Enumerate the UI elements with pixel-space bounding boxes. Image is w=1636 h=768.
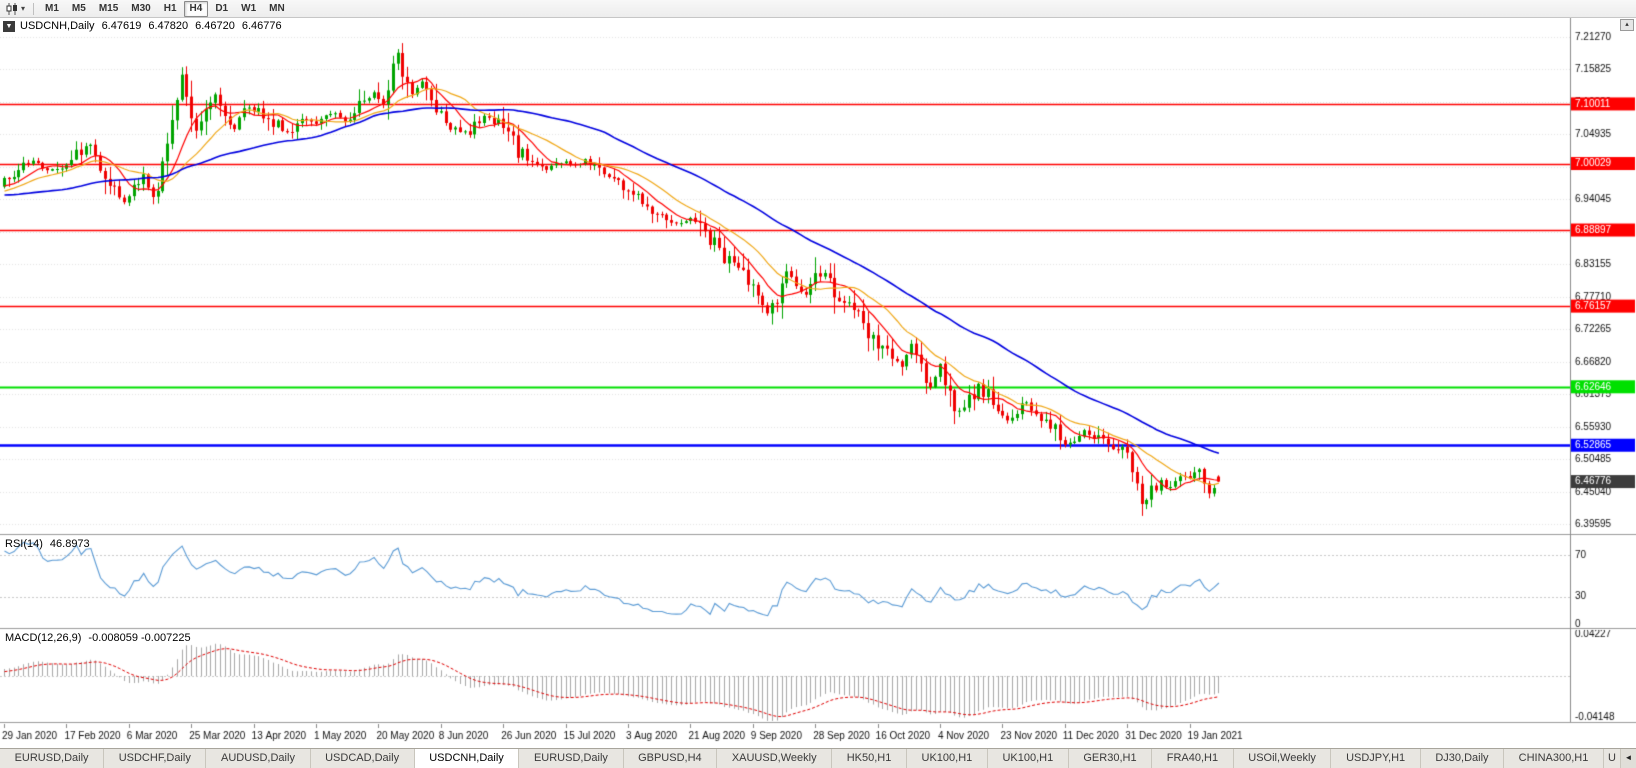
chevron-down-icon: ▾ — [21, 4, 26, 13]
chart-tab-eurusd-daily[interactable]: EURUSD,Daily — [519, 749, 624, 768]
chart-tab-fra40-h1[interactable]: FRA40,H1 — [1152, 749, 1234, 768]
scroll-up-button[interactable]: ▴ — [1620, 19, 1634, 31]
chart-title: USDCNH,Daily 6.47619 6.47820 6.46720 6.4… — [20, 20, 282, 32]
chart-type-button[interactable]: ▾ — [3, 1, 28, 16]
timeframe-button-h4[interactable]: H4 — [183, 0, 209, 17]
macd-indicator-label: MACD(12,26,9) -0.008059 -0.007225 — [5, 632, 191, 644]
chart-symbol-label: USDCNH,Daily — [20, 20, 95, 32]
toolbar-separator — [33, 2, 35, 15]
chart-tab-xauusd-weekly[interactable]: XAUUSD,Weekly — [717, 749, 833, 768]
chart-tab-u[interactable]: U — [1604, 749, 1621, 768]
ohlc-low-value: 6.46720 — [195, 20, 235, 32]
rsi-name: RSI(14) — [5, 538, 43, 550]
tab-scroll-left-icon[interactable]: ◄ — [1620, 749, 1636, 768]
rsi-value: 46.8973 — [49, 538, 90, 550]
chart-tab-usdchf-daily[interactable]: USDCHF,Daily — [104, 749, 207, 768]
ohlc-high-value: 6.47820 — [148, 20, 189, 32]
ohlc-open-value: 6.47619 — [101, 20, 142, 32]
chart-tab-hk50-h1[interactable]: HK50,H1 — [832, 749, 907, 768]
chart-tab-gbpusd-h4[interactable]: GBPUSD,H4 — [624, 749, 718, 768]
chart-area: ▼ USDCNH,Daily 6.47619 6.47820 6.46720 6… — [0, 18, 1636, 748]
timeframe-button-d1[interactable]: D1 — [215, 2, 229, 14]
chart-tab-uk100-h1[interactable]: UK100,H1 — [988, 749, 1069, 768]
chart-tab-uk100-h1[interactable]: UK100,H1 — [907, 749, 988, 768]
timeframe-button-h1[interactable]: H1 — [163, 2, 177, 14]
chart-tab-dj30-daily[interactable]: DJ30,Daily — [1421, 749, 1505, 768]
timeframe-buttons: M1 M5 M15 M30 H1 H4 D1 W1 MN — [39, 0, 291, 17]
chart-tab-eurusd-daily[interactable]: EURUSD,Daily — [0, 749, 105, 768]
timeframe-button-m5[interactable]: M5 — [71, 2, 86, 14]
macd-name: MACD(12,26,9) — [5, 632, 82, 644]
timeframe-button-m30[interactable]: M30 — [131, 2, 151, 14]
timeframe-button-m1[interactable]: M1 — [45, 2, 59, 14]
chart-tabs-bar: EURUSD,Daily USDCHF,Daily AUDUSD,Daily USDC… — [0, 748, 1636, 768]
chart-tab-usdjpy-h1[interactable]: USDJPY,H1 — [1331, 749, 1421, 768]
price-chart-canvas[interactable] — [0, 18, 1636, 748]
ohlc-close-value: 6.46776 — [241, 20, 282, 32]
chart-tab-audusd-daily[interactable]: AUDUSD,Daily — [206, 749, 311, 768]
chart-tab-ger30-h1[interactable]: GER30,H1 — [1069, 749, 1153, 768]
macd-values: -0.008059 -0.007225 — [88, 632, 191, 644]
timeframe-button-w1[interactable]: W1 — [241, 2, 257, 14]
timeframe-button-mn[interactable]: MN — [269, 2, 285, 14]
chart-tab-china300-h1[interactable]: CHINA300,H1 — [1504, 749, 1604, 768]
rsi-indicator-label: RSI(14) 46.8973 — [5, 538, 90, 550]
timeframe-toolbar: ▾ M1 M5 M15 M30 H1 H4 D1 W1 MN — [0, 0, 1636, 18]
chart-tab-usdcnh-daily[interactable]: USDCNH,Daily — [414, 749, 520, 768]
timeframe-button-m15[interactable]: M15 — [98, 2, 119, 14]
chart-tab-usdcad-daily[interactable]: USDCAD,Daily — [311, 749, 415, 768]
chart-tab-usoil-weekly[interactable]: USOil,Weekly — [1234, 749, 1332, 768]
symbol-marker-icon[interactable]: ▼ — [3, 21, 15, 32]
candlestick-chart-icon — [6, 2, 17, 15]
